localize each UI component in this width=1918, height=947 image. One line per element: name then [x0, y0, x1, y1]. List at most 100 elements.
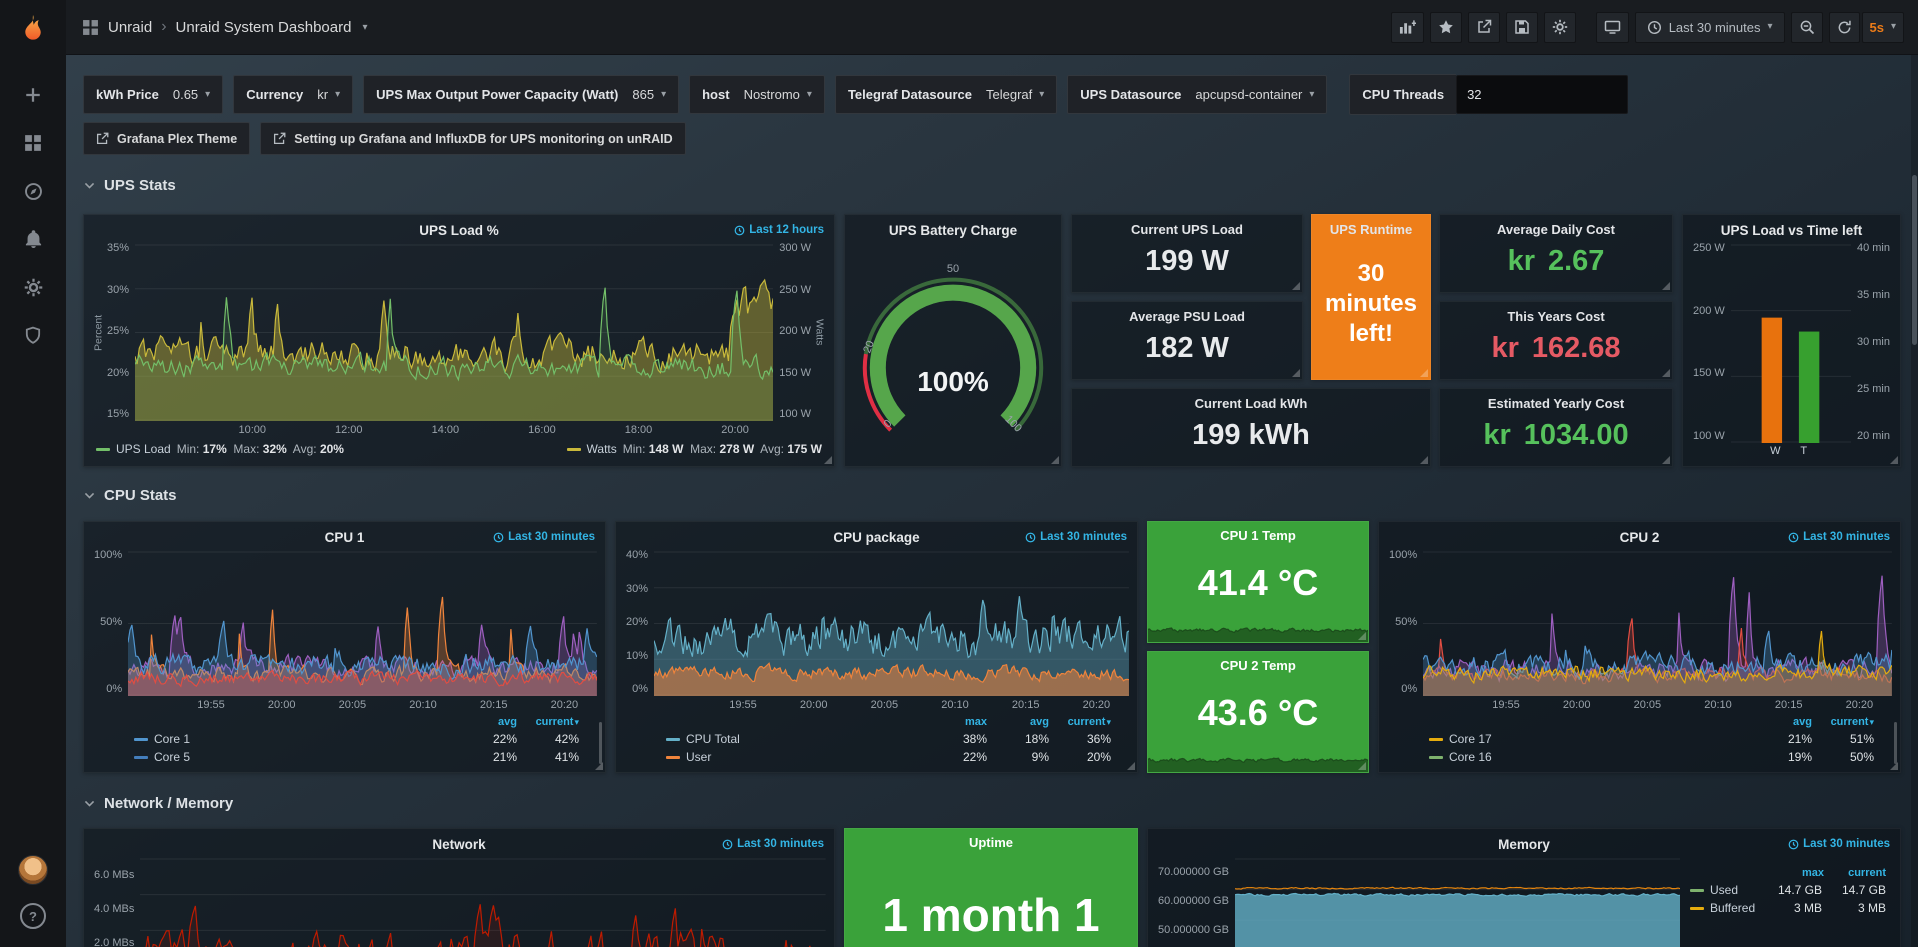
panel-time-range[interactable]: Last 30 minutes	[1025, 531, 1127, 543]
panel-header[interactable]: CPU package Last 30 minutes	[624, 526, 1129, 551]
legend-col-max[interactable]: max	[1801, 866, 1824, 879]
legend-col-current[interactable]: current	[1848, 866, 1886, 879]
panel-title[interactable]: CPU 1	[324, 530, 365, 545]
series-name[interactable]: CPU Total	[686, 732, 740, 746]
panel-time-range[interactable]: Last 12 hours	[734, 224, 824, 236]
help-button[interactable]: ?	[20, 903, 46, 929]
time-series-chart[interactable]	[654, 551, 1129, 696]
refresh-interval-button[interactable]: 5s ▾	[1861, 11, 1904, 43]
breadcrumb[interactable]: Unraid › Unraid System Dashboard ▾	[82, 18, 367, 36]
link-grafana-plex-theme[interactable]: Grafana Plex Theme	[83, 122, 251, 155]
legend-row[interactable]: Core 5 21% 41%	[134, 748, 593, 766]
panel-title[interactable]: Network	[432, 837, 486, 852]
panel-title[interactable]: Memory	[1498, 837, 1550, 852]
series-name[interactable]: Buffered	[1710, 901, 1756, 915]
series-name[interactable]: Watts	[586, 442, 617, 456]
section-ups-stats[interactable]: UPS Stats	[83, 171, 1901, 199]
panel-ups-runtime[interactable]: UPS Runtime 30 minutes left!	[1311, 214, 1431, 380]
legend-scrollbar[interactable]	[1894, 722, 1897, 764]
explore-button[interactable]	[22, 180, 44, 202]
legend-col-avg[interactable]: avg	[1030, 715, 1049, 728]
variable-ups-datasource[interactable]: UPS Datasource apcupsd-container ▾	[1067, 75, 1328, 114]
legend-row[interactable]: Core 1 22% 42%	[134, 730, 593, 748]
caret-down-icon[interactable]: ▾	[362, 21, 368, 33]
panel-title[interactable]: UPS Load vs Time left	[1720, 223, 1863, 238]
legend-col-current[interactable]: current	[1812, 716, 1874, 728]
panel-this-years-cost[interactable]: This Years Cost kr 162.68	[1439, 301, 1673, 380]
time-series-chart[interactable]	[1234, 858, 1680, 947]
battery-gauge-chart[interactable]: 0 20 50 100 100%	[859, 246, 1047, 456]
panel-cpu1-temp[interactable]: CPU 1 Temp 41.4 °C	[1147, 521, 1369, 643]
variable-currency[interactable]: Currency kr ▾	[233, 75, 354, 114]
variable-telegraf-datasource[interactable]: Telegraf Datasource Telegraf ▾	[834, 75, 1058, 114]
variable-kwh-price[interactable]: kWh Price 0.65 ▾	[83, 75, 224, 114]
add-panel-button[interactable]	[1390, 11, 1424, 43]
section-cpu-stats[interactable]: CPU Stats	[83, 481, 1901, 509]
legend-row[interactable]: User 22% 9% 20%	[666, 748, 1125, 766]
panel-title[interactable]: UPS Battery Charge	[888, 223, 1018, 238]
series-name[interactable]: Used	[1710, 883, 1739, 897]
series-name[interactable]: UPS Load	[116, 442, 171, 456]
legend-col-max[interactable]: max	[964, 715, 987, 728]
series-name[interactable]: Core 16	[1449, 750, 1492, 764]
legend-row[interactable]: Buffered 3 MB 3 MB	[1690, 899, 1890, 917]
panel-title[interactable]: UPS Load %	[419, 223, 499, 238]
scrollbar-thumb[interactable]	[1912, 175, 1917, 345]
time-series-chart[interactable]	[140, 858, 826, 947]
legend-col-avg[interactable]: avg	[498, 715, 517, 728]
breadcrumb-dashboard-title[interactable]: Unraid System Dashboard	[175, 18, 352, 36]
tv-mode-button[interactable]	[1595, 11, 1629, 43]
time-series-chart[interactable]	[1423, 551, 1892, 696]
panel-cpu2-temp[interactable]: CPU 2 Temp 43.6 °C	[1147, 651, 1369, 773]
variable-host[interactable]: host Nostromo ▾	[689, 75, 825, 114]
panel-header[interactable]: UPS Battery Charge	[853, 219, 1053, 244]
save-button[interactable]	[1505, 11, 1538, 43]
refresh-button[interactable]	[1828, 11, 1860, 43]
panel-current-ups-load[interactable]: Current UPS Load 199 W	[1071, 214, 1303, 293]
panel-time-range[interactable]: Last 30 minutes	[1788, 531, 1890, 543]
legend-row[interactable]: CPU Total 38% 18% 36%	[666, 730, 1125, 748]
share-button[interactable]	[1467, 11, 1500, 43]
panel-title[interactable]: CPU 2	[1619, 530, 1660, 545]
dashboard-settings-button[interactable]	[1543, 11, 1576, 43]
legend-series-watts[interactable]: Watts Min: 148 W Max: 278 W Avg: 175 W	[566, 442, 822, 456]
section-network-memory[interactable]: Network / Memory	[83, 789, 1901, 817]
dashboards-button[interactable]	[22, 132, 44, 154]
legend-series-ups-load[interactable]: UPS Load Min: 17% Max: 32% Avg: 20%	[96, 442, 344, 456]
series-name[interactable]: Core 1	[154, 732, 191, 746]
breadcrumb-folder[interactable]: Unraid	[108, 18, 153, 36]
create-button[interactable]	[22, 84, 44, 106]
panel-header[interactable]: CPU 2 Last 30 minutes	[1387, 526, 1892, 551]
cpu-threads-input[interactable]	[1456, 75, 1629, 114]
legend-scrollbar[interactable]	[599, 722, 602, 764]
panel-estimated-yearly-cost[interactable]: Estimated Yearly Cost kr 1034.00	[1439, 388, 1673, 467]
panel-title[interactable]: CPU package	[833, 530, 920, 545]
panel-average-daily-cost[interactable]: Average Daily Cost kr 2.67	[1439, 214, 1673, 293]
zoom-out-button[interactable]	[1790, 11, 1823, 43]
legend-row[interactable]: Used 14.7 GB 14.7 GB	[1690, 881, 1890, 899]
link-ups-monitoring-guide[interactable]: Setting up Grafana and InfluxDB for UPS …	[260, 122, 686, 155]
star-button[interactable]	[1429, 11, 1462, 43]
panel-header[interactable]: Memory Last 30 minutes	[1156, 833, 1892, 858]
panel-header[interactable]: UPS Load % Last 12 hours	[92, 219, 826, 244]
legend-row[interactable]: Core 16 19% 50%	[1429, 748, 1888, 766]
server-admin-button[interactable]	[22, 324, 44, 346]
time-picker-button[interactable]: Last 30 minutes ▾	[1634, 11, 1785, 43]
legend-col-avg[interactable]: avg	[1793, 715, 1812, 728]
panel-average-psu-load[interactable]: Average PSU Load 182 W	[1071, 301, 1303, 380]
page-scrollbar[interactable]	[1911, 55, 1918, 947]
bar-chart[interactable]	[1730, 244, 1851, 443]
panel-header[interactable]: CPU 1 Last 30 minutes	[92, 526, 597, 551]
alerting-button[interactable]	[22, 228, 44, 250]
panel-current-load-kwh[interactable]: Current Load kWh 199 kWh	[1071, 388, 1431, 467]
panel-header[interactable]: Network Last 30 minutes	[92, 833, 826, 858]
panel-uptime[interactable]: Uptime 1 month 1	[844, 828, 1138, 947]
panel-header[interactable]: UPS Load vs Time left	[1691, 219, 1892, 244]
configuration-button[interactable]	[22, 276, 44, 298]
series-name[interactable]: User	[686, 750, 712, 764]
grafana-logo[interactable]	[0, 0, 66, 58]
legend-col-current[interactable]: current	[1049, 716, 1111, 728]
panel-time-range[interactable]: Last 30 minutes	[493, 531, 595, 543]
series-name[interactable]: Core 5	[154, 750, 191, 764]
time-series-chart[interactable]	[128, 551, 597, 696]
